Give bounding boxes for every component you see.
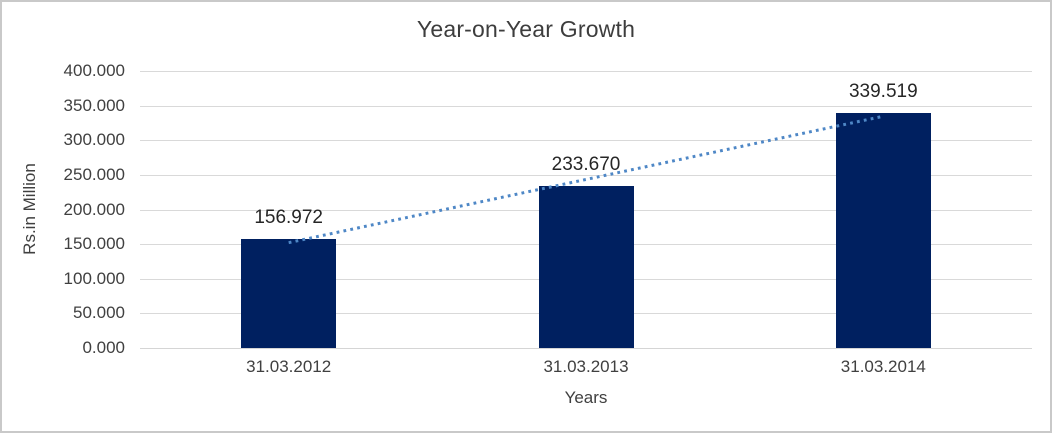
y-tick-label: 400.000 — [63, 61, 125, 80]
y-tick-label: 300.000 — [63, 130, 125, 150]
plot-area: 156.972 233.670 339.519 — [140, 71, 1032, 349]
y-tick-label: 150.000 — [63, 234, 125, 254]
data-label: 156.972 — [254, 207, 323, 229]
y-tick-label: 350.000 — [63, 95, 125, 115]
y-tick-label: 100.000 — [63, 268, 125, 288]
bar-31.03.2013 — [538, 186, 634, 348]
x-axis-line — [140, 348, 1032, 349]
y-tick-label: 250.000 — [63, 164, 125, 184]
y-tick-label: 0.000 — [82, 338, 125, 357]
gridline — [140, 105, 1032, 107]
chart-title: Year-on-Year Growth — [416, 16, 636, 42]
x-axis-title: Years — [564, 388, 608, 407]
x-tick-label: 31.03.2014 — [840, 357, 926, 376]
bar-31.03.2014 — [835, 112, 931, 348]
bar-31.03.2012 — [241, 239, 337, 348]
data-label: 339.519 — [848, 80, 918, 102]
x-tick-label: 31.03.2013 — [543, 357, 629, 376]
y-tick-label: 200.000 — [63, 199, 125, 219]
y-tick-label: 50.000 — [73, 303, 125, 323]
x-tick-label: 31.03.2012 — [246, 357, 332, 376]
gridline — [140, 71, 1032, 72]
data-label: 233.670 — [551, 154, 621, 176]
